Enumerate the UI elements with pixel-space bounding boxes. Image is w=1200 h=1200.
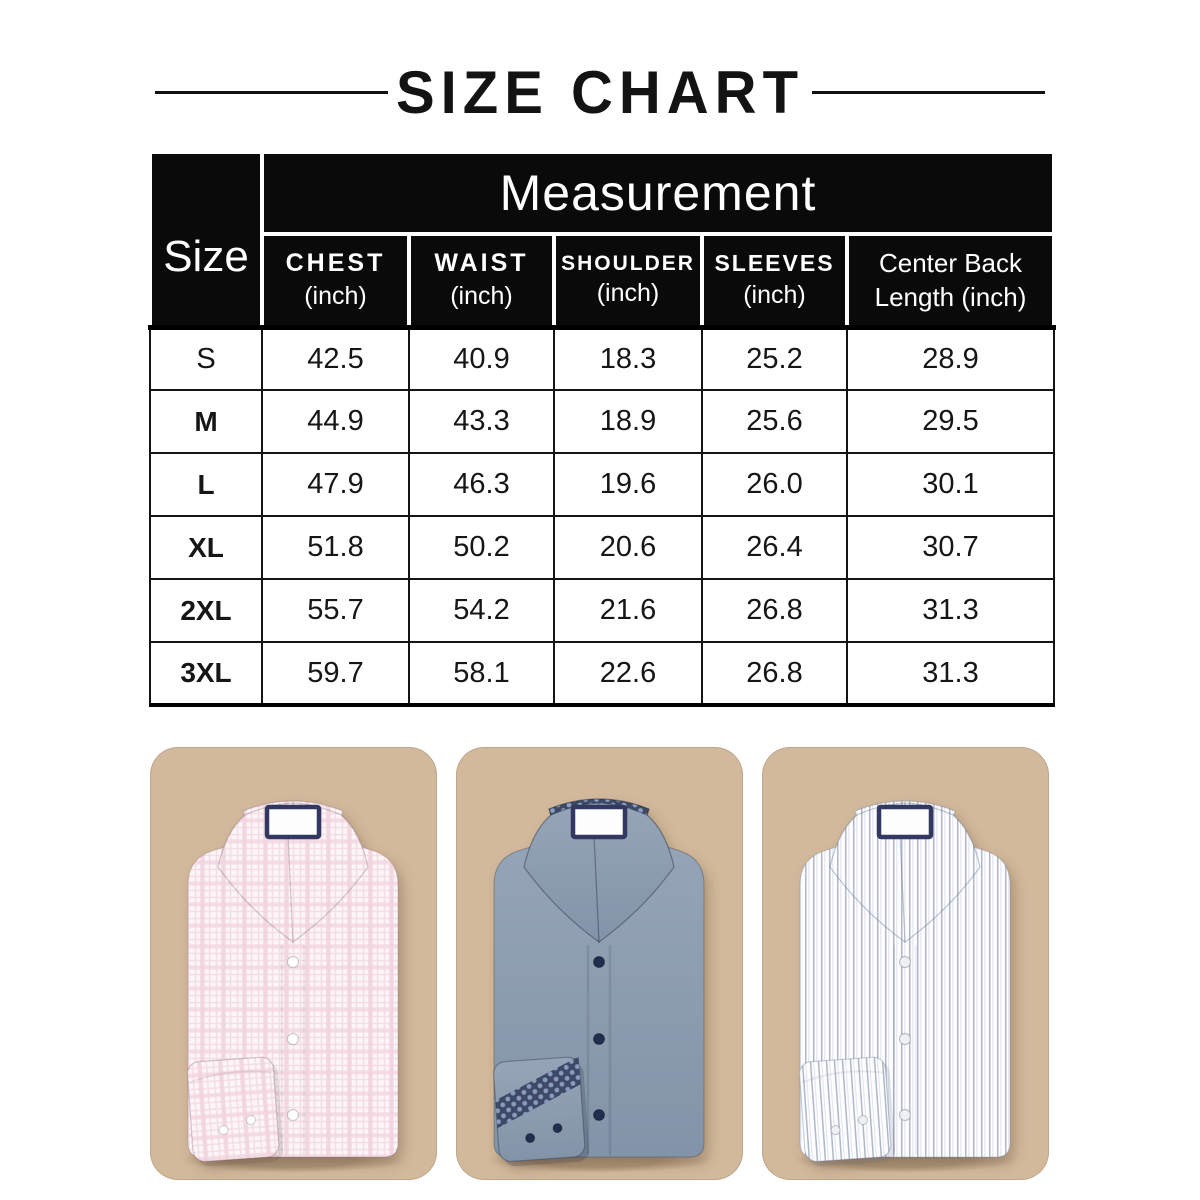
measurement-value: 18.3	[553, 324, 703, 391]
blue-shirt-image	[487, 798, 711, 1173]
column-label: WAIST	[434, 249, 529, 278]
size-label: S	[149, 324, 263, 391]
measurement-value: 46.3	[408, 452, 555, 517]
column-label: Center Back	[878, 248, 1023, 279]
buttons	[898, 955, 912, 1122]
column-label: SLEEVES	[714, 250, 835, 277]
column-label: CHEST	[285, 249, 386, 278]
care-label	[570, 804, 628, 840]
size-table: Size Measurement CHEST (inch) WAIST (inc…	[148, 150, 1056, 707]
measurement-value: 26.0	[701, 452, 848, 517]
buttons	[593, 956, 605, 1121]
pink-check-shirt-image	[181, 800, 405, 1173]
measurement-value: 31.3	[846, 641, 1055, 707]
measurement-value: 21.6	[553, 578, 703, 643]
table-row-2xl: 2XL 55.7 54.2 21.6 26.8 31.3	[149, 578, 1055, 643]
measurement-value: 29.5	[846, 389, 1055, 454]
measurement-value: 26.4	[701, 515, 848, 580]
measurement-value: 30.1	[846, 452, 1055, 517]
measurement-value: 25.2	[701, 324, 848, 391]
size-label: 2XL	[149, 578, 263, 643]
measurement-value: 44.9	[261, 389, 410, 454]
product-card-blue-shirt	[456, 747, 743, 1180]
folded-shirt	[186, 800, 399, 1167]
measurement-value: 42.5	[261, 324, 410, 391]
measurement-value: 51.8	[261, 515, 410, 580]
measurement-group-header: Measurement	[260, 150, 1056, 236]
column-unit: (inch)	[743, 280, 806, 309]
table-row-m: M 44.9 43.3 18.9 25.6 29.5	[149, 389, 1055, 454]
measurement-value: 18.9	[553, 389, 703, 454]
care-label	[264, 804, 322, 840]
page-title-row: SIZE CHART	[155, 55, 1045, 130]
measurement-value: 28.9	[846, 324, 1055, 391]
product-card-white-stripe-shirt	[762, 747, 1049, 1180]
folded-shirt	[492, 798, 705, 1167]
measurement-value: 30.7	[846, 515, 1055, 580]
column-unit: (inch)	[450, 281, 513, 310]
column-header-sleeves: SLEEVES (inch)	[700, 232, 849, 329]
size-corner-header: Size	[148, 150, 264, 329]
column-header-center-back-length: Center Back Length (inch)	[845, 232, 1056, 329]
group-header-row: Size Measurement	[148, 150, 1056, 329]
table-row-xl: XL 51.8 50.2 20.6 26.4 30.7	[149, 515, 1055, 580]
product-photo-row	[150, 747, 1050, 1180]
measurement-value: 55.7	[261, 578, 410, 643]
measurement-value: 43.3	[408, 389, 555, 454]
page-title: SIZE CHART	[396, 58, 804, 127]
measurement-value: 26.8	[701, 578, 848, 643]
column-label: SHOULDER	[561, 251, 695, 275]
measurement-value: 31.3	[846, 578, 1055, 643]
size-label: 3XL	[149, 641, 263, 707]
measurement-value: 47.9	[261, 452, 410, 517]
measurement-value: 20.6	[553, 515, 703, 580]
column-unit: Length (inch)	[874, 281, 1027, 312]
buttons	[286, 955, 300, 1122]
measurement-value: 40.9	[408, 324, 555, 391]
measurement-value: 26.8	[701, 641, 848, 707]
title-rule-left	[155, 91, 388, 94]
measurement-value: 54.2	[408, 578, 555, 643]
table-row-l: L 47.9 46.3 19.6 26.0 30.1	[149, 452, 1055, 517]
table-row-s: S 42.5 40.9 18.3 25.2 28.9	[149, 324, 1055, 391]
folded-shirt	[798, 800, 1011, 1167]
title-rule-right	[812, 91, 1045, 94]
size-label: XL	[149, 515, 263, 580]
size-label: L	[149, 452, 263, 517]
measurement-value: 50.2	[408, 515, 555, 580]
size-label: M	[149, 389, 263, 454]
column-header-waist: WAIST (inch)	[407, 232, 556, 329]
measurement-value: 25.6	[701, 389, 848, 454]
folded-cuff	[186, 1056, 284, 1167]
measurement-value: 22.6	[553, 641, 703, 707]
column-header-row: CHEST (inch) WAIST (inch) SHOULDER (inch…	[150, 232, 1056, 329]
cuff-contrast-lining	[495, 1056, 581, 1129]
white-stripe-shirt-image	[793, 800, 1017, 1173]
measurement-value: 19.6	[553, 452, 703, 517]
care-label	[876, 804, 934, 840]
column-header-chest: CHEST (inch)	[260, 232, 411, 329]
measurement-value: 58.1	[408, 641, 555, 707]
product-card-pink-check-shirt	[150, 747, 437, 1180]
column-unit: (inch)	[304, 281, 367, 310]
measurement-value: 59.7	[261, 641, 410, 707]
folded-cuff	[492, 1056, 590, 1167]
folded-cuff	[798, 1056, 896, 1167]
column-header-shoulder: SHOULDER (inch)	[552, 232, 704, 329]
column-unit: (inch)	[596, 279, 660, 308]
table-row-3xl: 3XL 59.7 58.1 22.6 26.8 31.3	[149, 641, 1055, 707]
